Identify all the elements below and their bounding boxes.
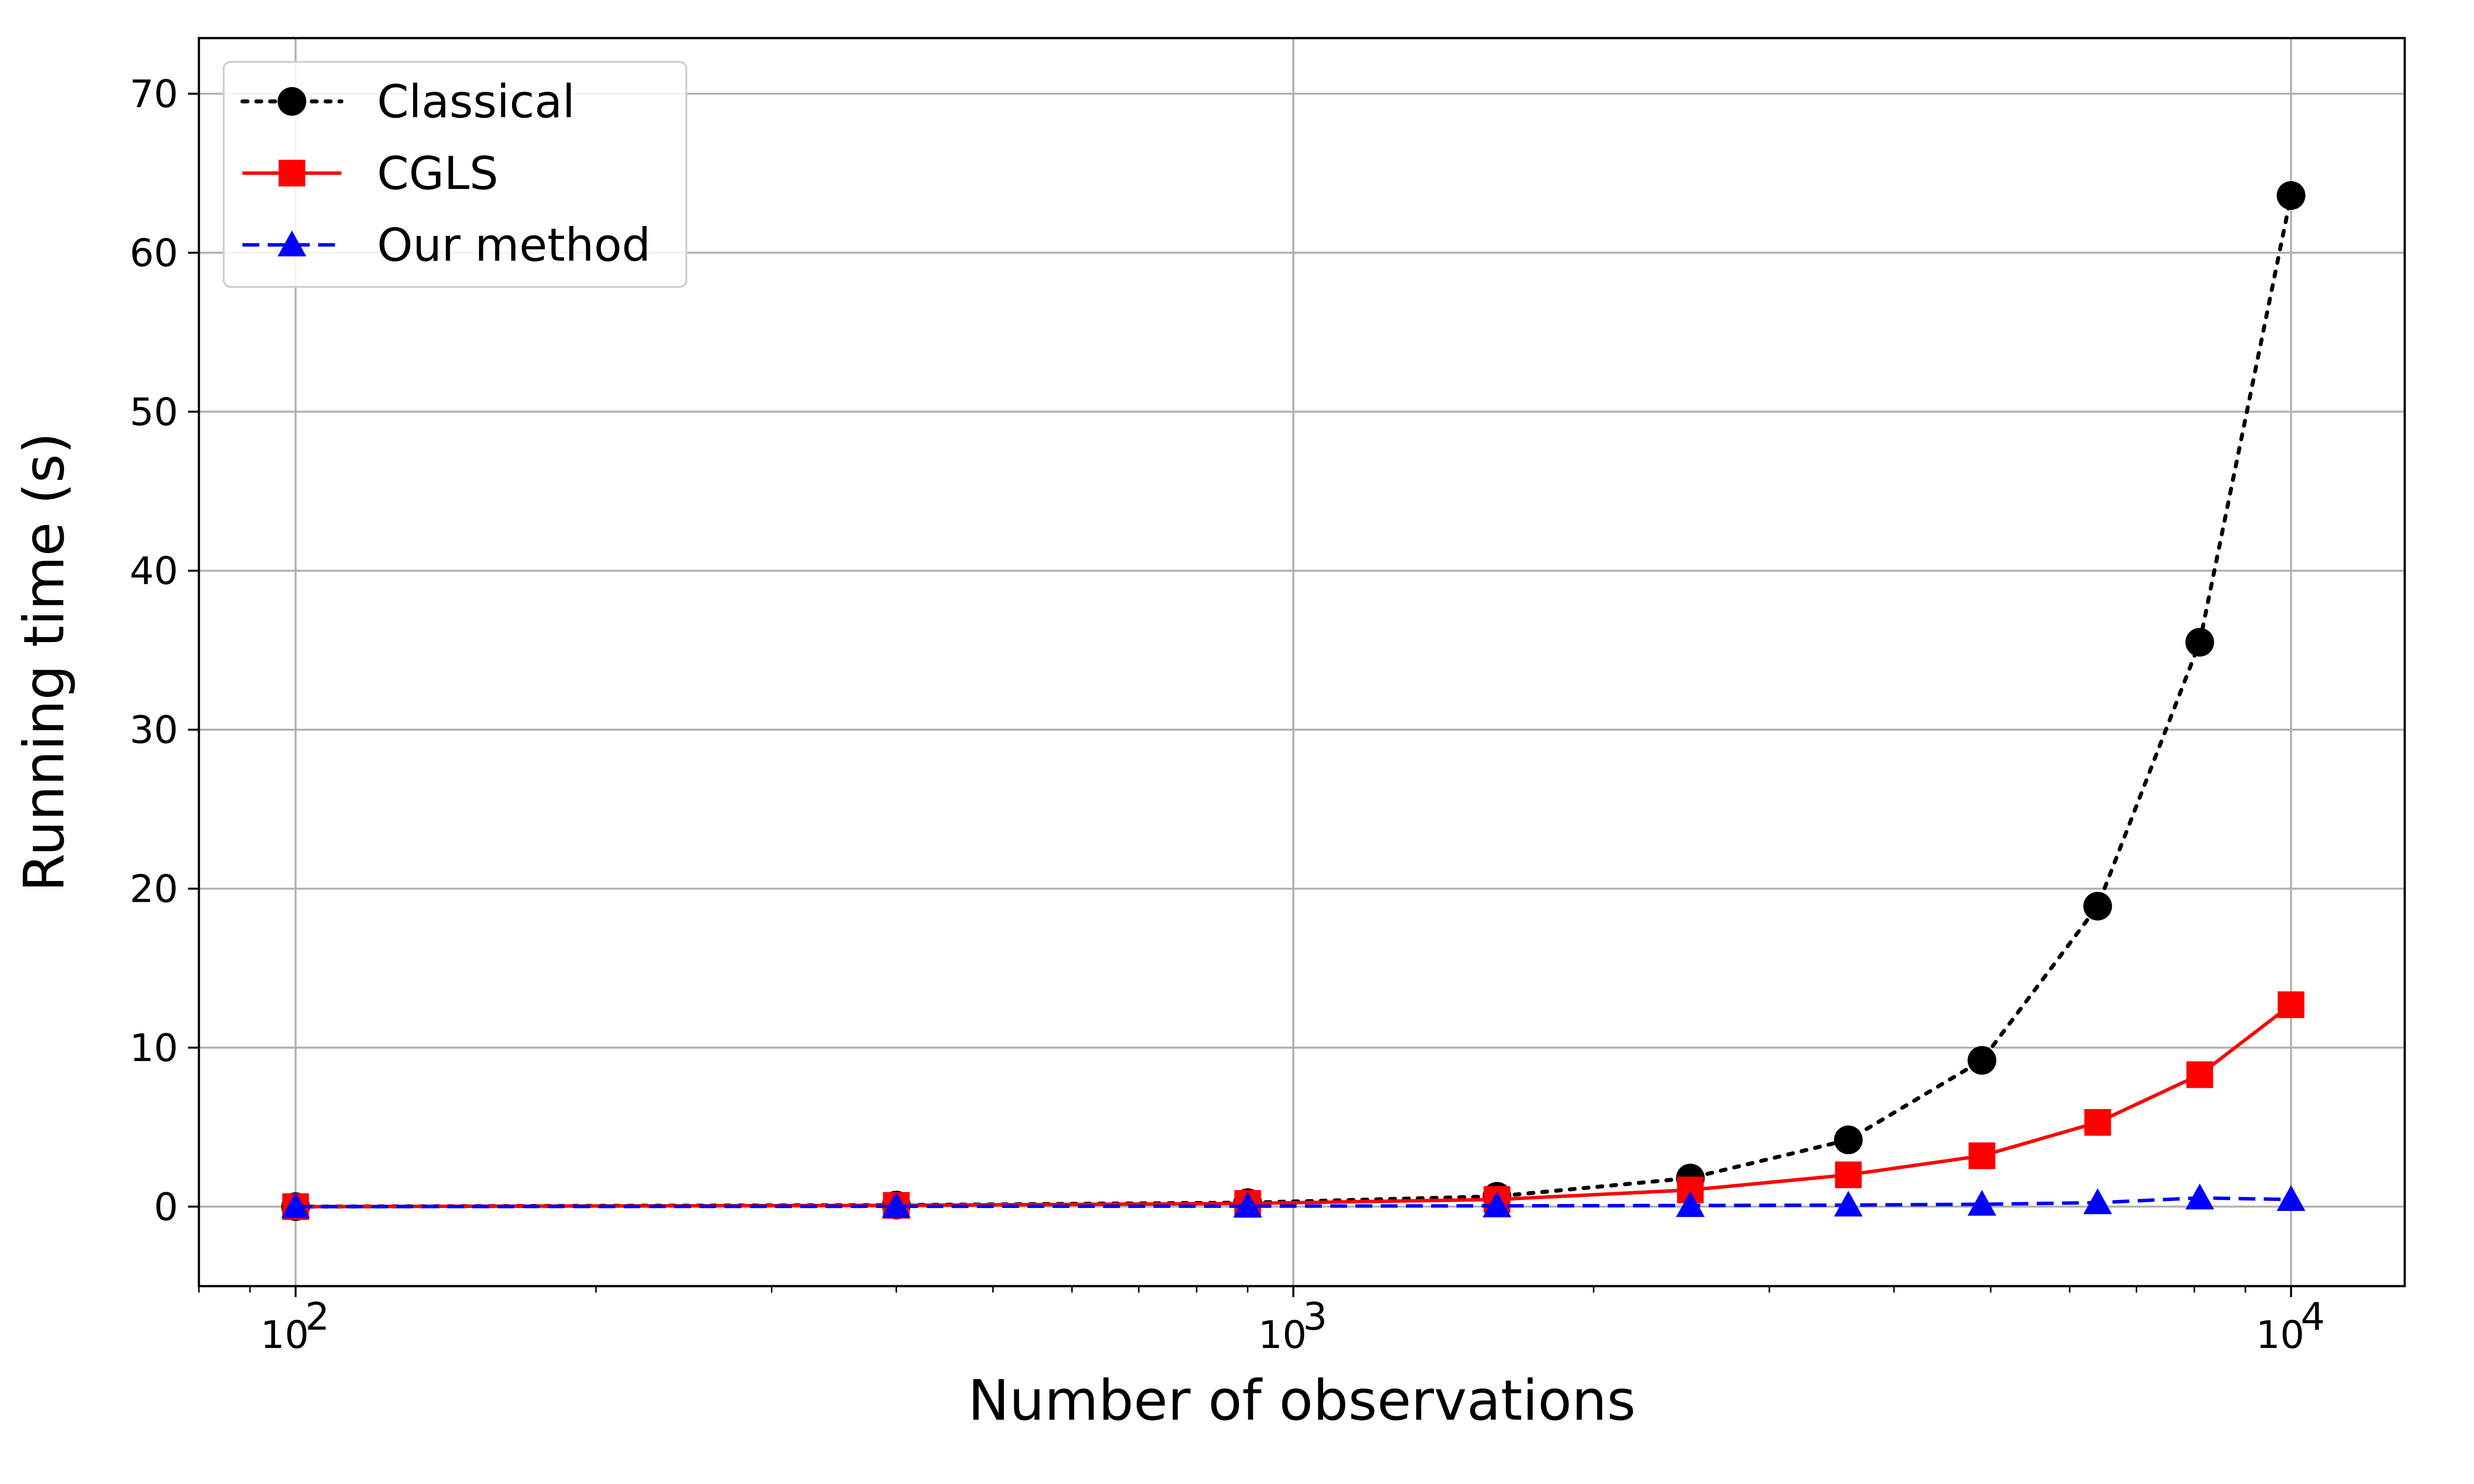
x-tick-label: 10 [260, 1313, 309, 1357]
legend-marker-classical [278, 87, 306, 116]
legend-label-our-method: Our method [377, 219, 651, 272]
legend-label-classical: Classical [377, 75, 575, 128]
data-point-classical [2277, 181, 2306, 210]
plot-frame [197, 37, 2406, 1288]
y-tick-label: 70 [130, 72, 178, 116]
y-tick-label: 30 [130, 708, 178, 752]
data-point-cgls [1968, 1142, 1996, 1169]
series-line-our-method [295, 1196, 2291, 1208]
data-point-classical [2083, 891, 2112, 921]
y-tick-label: 40 [130, 550, 178, 594]
data-point-our-method [2185, 1183, 2214, 1209]
y-tick-label: 20 [130, 867, 178, 911]
data-point-cgls [1835, 1161, 1862, 1189]
legend-marker-our-method [278, 231, 306, 257]
y-tick-label: 60 [130, 232, 178, 276]
data-point-our-method [2277, 1185, 2306, 1211]
data-point-our-method [2083, 1188, 2112, 1214]
data-point-classical [1834, 1125, 1863, 1155]
data-point-cgls [2186, 1061, 2213, 1088]
data-point-our-method [1482, 1191, 1512, 1217]
x-tick-label: 10 [2256, 1313, 2304, 1357]
data-point-our-method [1834, 1191, 1863, 1217]
x-tick-exponent: 3 [1303, 1295, 1327, 1339]
data-point-our-method [1967, 1190, 1997, 1216]
data-point-our-method [882, 1192, 911, 1218]
data-point-cgls [2278, 991, 2305, 1019]
legend: Classical CGLS Our method [223, 61, 687, 288]
y-axis-title: Running time (s) [12, 432, 77, 892]
x-tick-label: 10 [1258, 1313, 1307, 1357]
data-point-cgls [2084, 1109, 2111, 1136]
legend-box [223, 61, 687, 288]
x-tick-exponent: 2 [305, 1295, 330, 1339]
legend-label-cgls: CGLS [377, 147, 498, 200]
data-point-our-method [1233, 1192, 1262, 1218]
y-tick-label: 0 [154, 1185, 178, 1229]
series-line-cgls [295, 1003, 2292, 1208]
series-our-method [281, 1183, 2306, 1218]
y-tick-label: 10 [130, 1026, 178, 1070]
legend-marker-cgls [279, 160, 305, 186]
data-point-our-method [281, 1192, 310, 1218]
legend-item-cgls: CGLS [242, 147, 498, 200]
legend-item-our-method: Our method [242, 219, 651, 272]
data-point-classical [2185, 628, 2214, 657]
x-axis-title: Number of observations [968, 1369, 1636, 1433]
legend-item-classical: Classical [240, 75, 575, 128]
y-tick-label: 50 [130, 390, 178, 434]
data-point-our-method [1676, 1191, 1705, 1217]
series-layer [281, 181, 2306, 1221]
x-tick-exponent: 4 [2301, 1295, 2325, 1339]
data-point-classical [1967, 1046, 1997, 1075]
